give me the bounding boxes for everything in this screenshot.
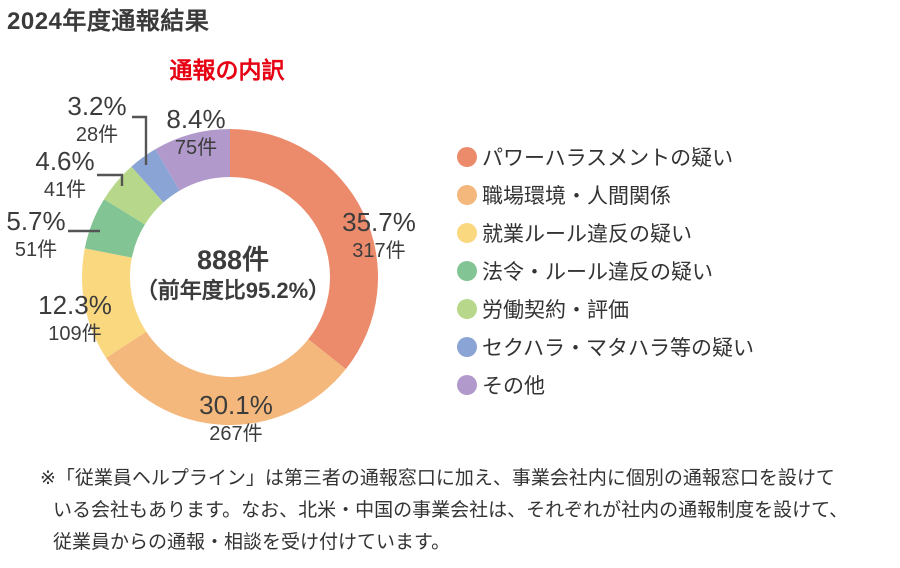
legend-item-5: セクハラ・マタハラ等の疑い [457,328,754,366]
donut-slice-1 [106,331,346,425]
callout-line-1 [97,173,124,186]
legend-dot-icon [457,375,477,395]
legend-label: 労働契約・評価 [482,299,629,322]
slice-label-6: 8.4% 75件 [166,104,225,160]
percent-label: 8.4% [166,104,226,134]
percent-label: 30.1% [199,390,273,420]
slice-label-2: 12.3% 109件 [38,290,112,346]
count-label: 317件 [352,240,406,262]
yoy-ratio: （前年度比95.2%） [135,278,331,303]
legend-item-6: その他 [457,366,754,404]
legend-item-3: 法令・ルール違反の疑い [457,252,754,290]
legend-item-4: 労働契約・評価 [457,290,754,328]
slice-label-4: 4.6% 41件 [35,146,94,202]
total-count: 888件 [196,245,270,275]
legend-label: その他 [482,375,545,398]
percent-label: 12.3% [38,290,112,320]
donut-slice-6 [155,129,230,191]
count-label: 75件 [174,137,218,159]
legend-item-0: パワーハラスメントの疑い [457,138,754,176]
donut-chart [68,115,379,425]
legend-dot-icon [457,147,477,167]
legend-dot-icon [457,337,477,357]
percent-label: 3.2% [67,91,127,121]
count-label: 51件 [14,239,58,261]
legend-dot-icon [457,185,477,205]
footnote: ※「従業員ヘルプライン」は第三者の通報窓口に加え、事業会社内に個別の通報窓口を設… [40,468,849,553]
donut-slice-4 [104,166,164,225]
percent-label: 35.7% [342,207,416,237]
count-label: 267件 [209,423,263,445]
slice-label-1: 30.1% 267件 [199,390,273,446]
legend-dot-icon [457,299,477,319]
legend-item-2: 就業ルール違反の疑い [457,214,754,252]
legend-label: セクハラ・マタハラ等の疑い [482,337,754,360]
slice-label-0: 35.7% 317件 [342,207,416,263]
legend-dot-icon [457,261,477,281]
donut-center-label: 888件 （前年度比95.2%） [136,245,330,304]
count-label: 28件 [75,124,119,146]
donut-slice-3 [84,199,145,258]
legend-item-1: 職場環境・人間関係 [457,176,754,214]
page-title: 2024年度通報結果 [7,8,210,35]
percent-label: 5.7% [6,206,66,236]
callout-line-2 [132,115,148,165]
donut-slice-2 [82,248,147,358]
donut-slice-0 [230,129,379,370]
count-label: 41件 [43,179,87,201]
legend-dot-icon [457,223,477,243]
slice-label-3: 5.7% 51件 [6,206,65,262]
chart-title: 通報の内訳 [169,57,285,83]
percent-label: 4.6% [35,146,95,176]
legend-label: 就業ルール違反の疑い [482,223,692,246]
legend-label: 職場環境・人間関係 [482,185,671,208]
legend: パワーハラスメントの疑い 職場環境・人間関係 就業ルール違反の疑い 法令・ルール違反の… [457,138,754,404]
legend-label: 法令・ルール違反の疑い [482,261,713,284]
donut-slice-5 [131,149,180,203]
legend-label: パワーハラスメントの疑い [482,147,734,170]
count-label: 109件 [48,323,102,345]
slice-label-5: 3.2% 28件 [67,91,126,147]
